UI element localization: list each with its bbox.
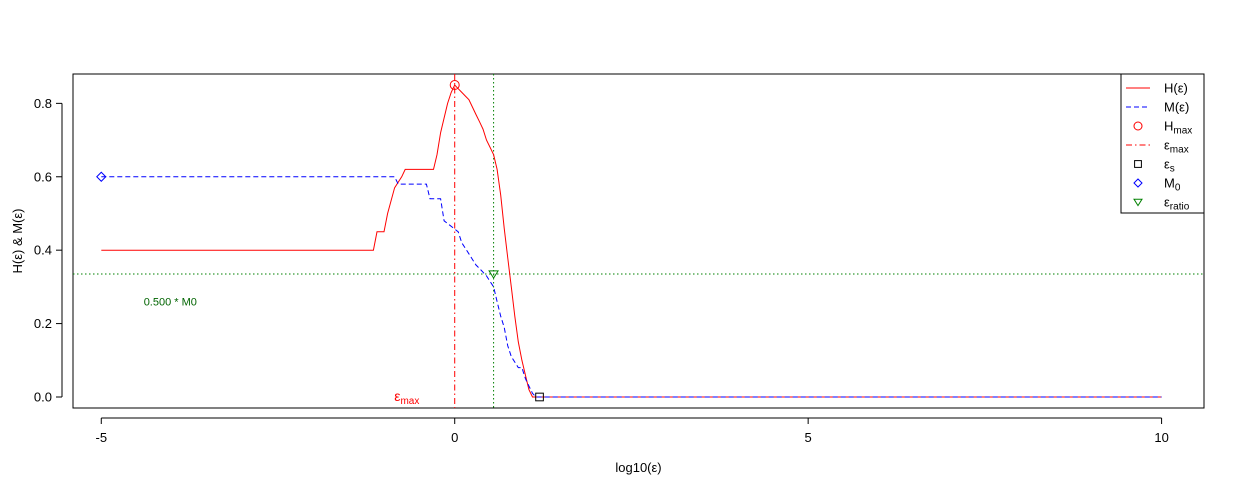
x-tick-label: 5: [805, 430, 812, 445]
legend-label-6: εratio: [1164, 195, 1190, 213]
x-tick-label: 10: [1154, 430, 1168, 445]
legend-label-5: M0: [1164, 176, 1181, 194]
series-line-0: [101, 84, 1162, 398]
series-line-1: [101, 176, 1162, 398]
legend-box: [1120, 73, 1205, 214]
annotations-layer: 0.500 * M0 εmax: [144, 297, 420, 407]
plot-frame-layer: [72, 73, 1205, 409]
reference-lines-layer: [73, 74, 1204, 408]
legend-label-1: M(ε): [1164, 100, 1189, 115]
x-tick-label: -5: [95, 430, 107, 445]
y-tick-label: 0.6: [34, 169, 52, 184]
axes-layer: -5 0 5 10 0.0 0.2 0.4 0.6 0.8 log10(ε) H(ε) & M(ε): [10, 96, 1169, 475]
annotation-0: 0.500 * M0: [144, 297, 197, 309]
markers-layer: [96, 80, 544, 402]
y-tick-label: 0.2: [34, 316, 52, 331]
y-tick-label: 0.4: [34, 243, 52, 258]
legend-symbol-5: [1133, 178, 1143, 188]
plot-frame: [72, 73, 1205, 409]
legend-label-4: εs: [1164, 157, 1175, 175]
x-axis-title: log10(ε): [615, 460, 661, 475]
y-axis-title: H(ε) & M(ε): [10, 208, 25, 273]
legend-symbol-6: [1133, 198, 1143, 207]
legend-label-2: Hmax: [1164, 119, 1192, 137]
y-tick-label: 0.0: [34, 389, 52, 404]
series-layer: [101, 84, 1162, 398]
legend-symbol-2: [1133, 121, 1143, 131]
x-tick-label: 0: [451, 430, 458, 445]
marker-square-1: [535, 392, 544, 402]
y-tick-label: 0.8: [34, 96, 52, 111]
legend-label-3: εmax: [1164, 138, 1189, 156]
marker-triangle-down-3: [488, 270, 499, 280]
legend-symbol-4: [1134, 160, 1142, 168]
legend-label-0: H(ε): [1164, 81, 1188, 96]
marker-diamond-2: [96, 171, 107, 182]
marker-circle-0: [449, 80, 460, 91]
annotation-1: εmax: [394, 388, 419, 407]
